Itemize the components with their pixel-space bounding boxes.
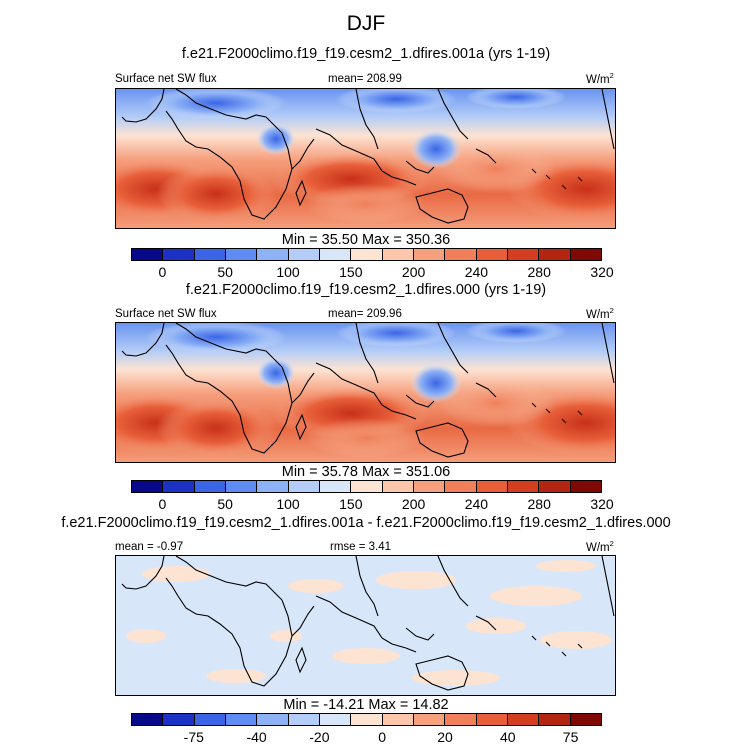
colorbar-swatch [351, 481, 383, 492]
colorbar-tick-label: 240 [464, 264, 489, 280]
colorbar-tick-label: 100 [276, 496, 300, 512]
panel3-colorbar [131, 713, 602, 726]
colorbar-tick-label: 50 [217, 496, 233, 512]
colorbar-tick-label: 320 [590, 264, 614, 280]
panel1-variable-label: Surface net SW flux [115, 73, 217, 85]
colorbar-swatch [539, 481, 571, 492]
colorbar-swatch [476, 249, 508, 260]
colorbar-swatch [382, 714, 414, 725]
colorbar-swatch [194, 249, 226, 260]
colorbar-tick-label: -40 [246, 729, 267, 745]
colorbar-swatch [288, 714, 320, 725]
colorbar-swatch [163, 714, 195, 725]
panel2-mean-label: mean= 209.96 [328, 308, 402, 320]
colorbar-swatch [476, 714, 508, 725]
panel3-case-title: f.e21.F2000climo.f19_f19.cesm2_1.dfires.… [61, 515, 671, 531]
colorbar-swatch [445, 249, 477, 260]
colorbar-tick-label: 0 [378, 729, 387, 745]
colorbar-swatch [413, 249, 446, 260]
panel2-units-label: W/m2 [586, 306, 614, 321]
colorbar-tick-label: 50 [217, 264, 233, 280]
colorbar-swatch [382, 249, 414, 260]
panel3-rmse-label: rmse = 3.41 [330, 541, 392, 553]
colorbar-swatch [413, 481, 446, 492]
colorbar-tick-label: 280 [527, 496, 551, 512]
colorbar-swatch [539, 249, 571, 260]
colorbar-swatch [539, 714, 571, 725]
panel3-units-label: W/m2 [586, 539, 614, 554]
panel3-map [115, 555, 616, 696]
colorbar-swatch [288, 481, 320, 492]
colorbar-swatch [507, 481, 540, 492]
panel3-min-max: Min = -14.21 Max = 14.82 [283, 697, 449, 713]
colorbar-swatch [476, 481, 508, 492]
colorbar-swatch [132, 249, 164, 260]
colorbar-swatch [225, 481, 258, 492]
colorbar-swatch [225, 714, 258, 725]
colorbar-swatch [132, 714, 164, 725]
colorbar-tick-label: 0 [158, 496, 167, 512]
panel2-colorbar [131, 480, 602, 493]
colorbar-swatch [507, 714, 540, 725]
panel1-colorbar [131, 248, 602, 261]
colorbar-tick-label: 200 [401, 264, 426, 280]
colorbar-tick-label: 150 [339, 264, 363, 280]
colorbar-tick-label: 100 [276, 264, 300, 280]
colorbar-tick-label: 40 [500, 729, 516, 745]
panel2-variable-label: Surface net SW flux [115, 308, 217, 320]
colorbar-tick-label: 75 [562, 729, 579, 745]
colorbar-swatch [225, 249, 258, 260]
colorbar-tick-label: 150 [339, 496, 363, 512]
colorbar-swatch [445, 481, 477, 492]
colorbar-tick-label: 320 [590, 496, 614, 512]
panel1-map [115, 88, 616, 229]
colorbar-swatch [257, 714, 289, 725]
panel2-min-max: Min = 35.78 Max = 351.06 [281, 464, 451, 480]
panel1-case-title: f.e21.F2000climo.f19_f19.cesm2_1.dfires.… [181, 46, 551, 62]
colorbar-swatch [507, 249, 540, 260]
panel1-min-max: Min = 35.50 Max = 350.36 [281, 232, 451, 248]
page-title: DJF [346, 12, 386, 35]
panel1-mean-label: mean= 208.99 [328, 73, 402, 85]
panel1-colorbar-ticks: 0 50 100 150 200 240 280 320 [131, 264, 613, 282]
colorbar-swatch [570, 714, 601, 725]
colorbar-swatch [413, 714, 446, 725]
colorbar-swatch [132, 481, 164, 492]
panel2-case-title: f.e21.F2000climo.f19_f19.cesm2_1.dfires.… [185, 282, 547, 298]
colorbar-swatch [382, 481, 414, 492]
colorbar-swatch [351, 714, 383, 725]
colorbar-tick-label: 0 [158, 264, 167, 280]
panel1-units-label: W/m2 [586, 71, 614, 86]
colorbar-swatch [319, 249, 352, 260]
colorbar-tick-label: -75 [183, 729, 204, 745]
colorbar-tick-label: 280 [527, 264, 551, 280]
colorbar-swatch [194, 481, 226, 492]
panel2-map [115, 322, 616, 463]
colorbar-swatch [163, 481, 195, 492]
colorbar-swatch [319, 714, 352, 725]
colorbar-tick-label: 240 [464, 496, 489, 512]
colorbar-swatch [351, 249, 383, 260]
colorbar-tick-label: -20 [309, 729, 330, 745]
panel3-mean-label: mean = -0.97 [115, 541, 184, 553]
panel2-colorbar-ticks: 0 50 100 150 200 240 280 320 [131, 496, 613, 514]
colorbar-swatch [570, 481, 601, 492]
colorbar-swatch [257, 249, 289, 260]
panel3-colorbar-ticks: -75 -40 -20 0 20 40 75 [131, 729, 602, 747]
colorbar-swatch [445, 714, 477, 725]
colorbar-swatch [163, 249, 195, 260]
colorbar-tick-label: 200 [401, 496, 426, 512]
colorbar-swatch [288, 249, 320, 260]
colorbar-swatch [257, 481, 289, 492]
colorbar-swatch [194, 714, 226, 725]
colorbar-swatch [570, 249, 601, 260]
colorbar-tick-label: 20 [437, 729, 453, 745]
colorbar-swatch [319, 481, 352, 492]
